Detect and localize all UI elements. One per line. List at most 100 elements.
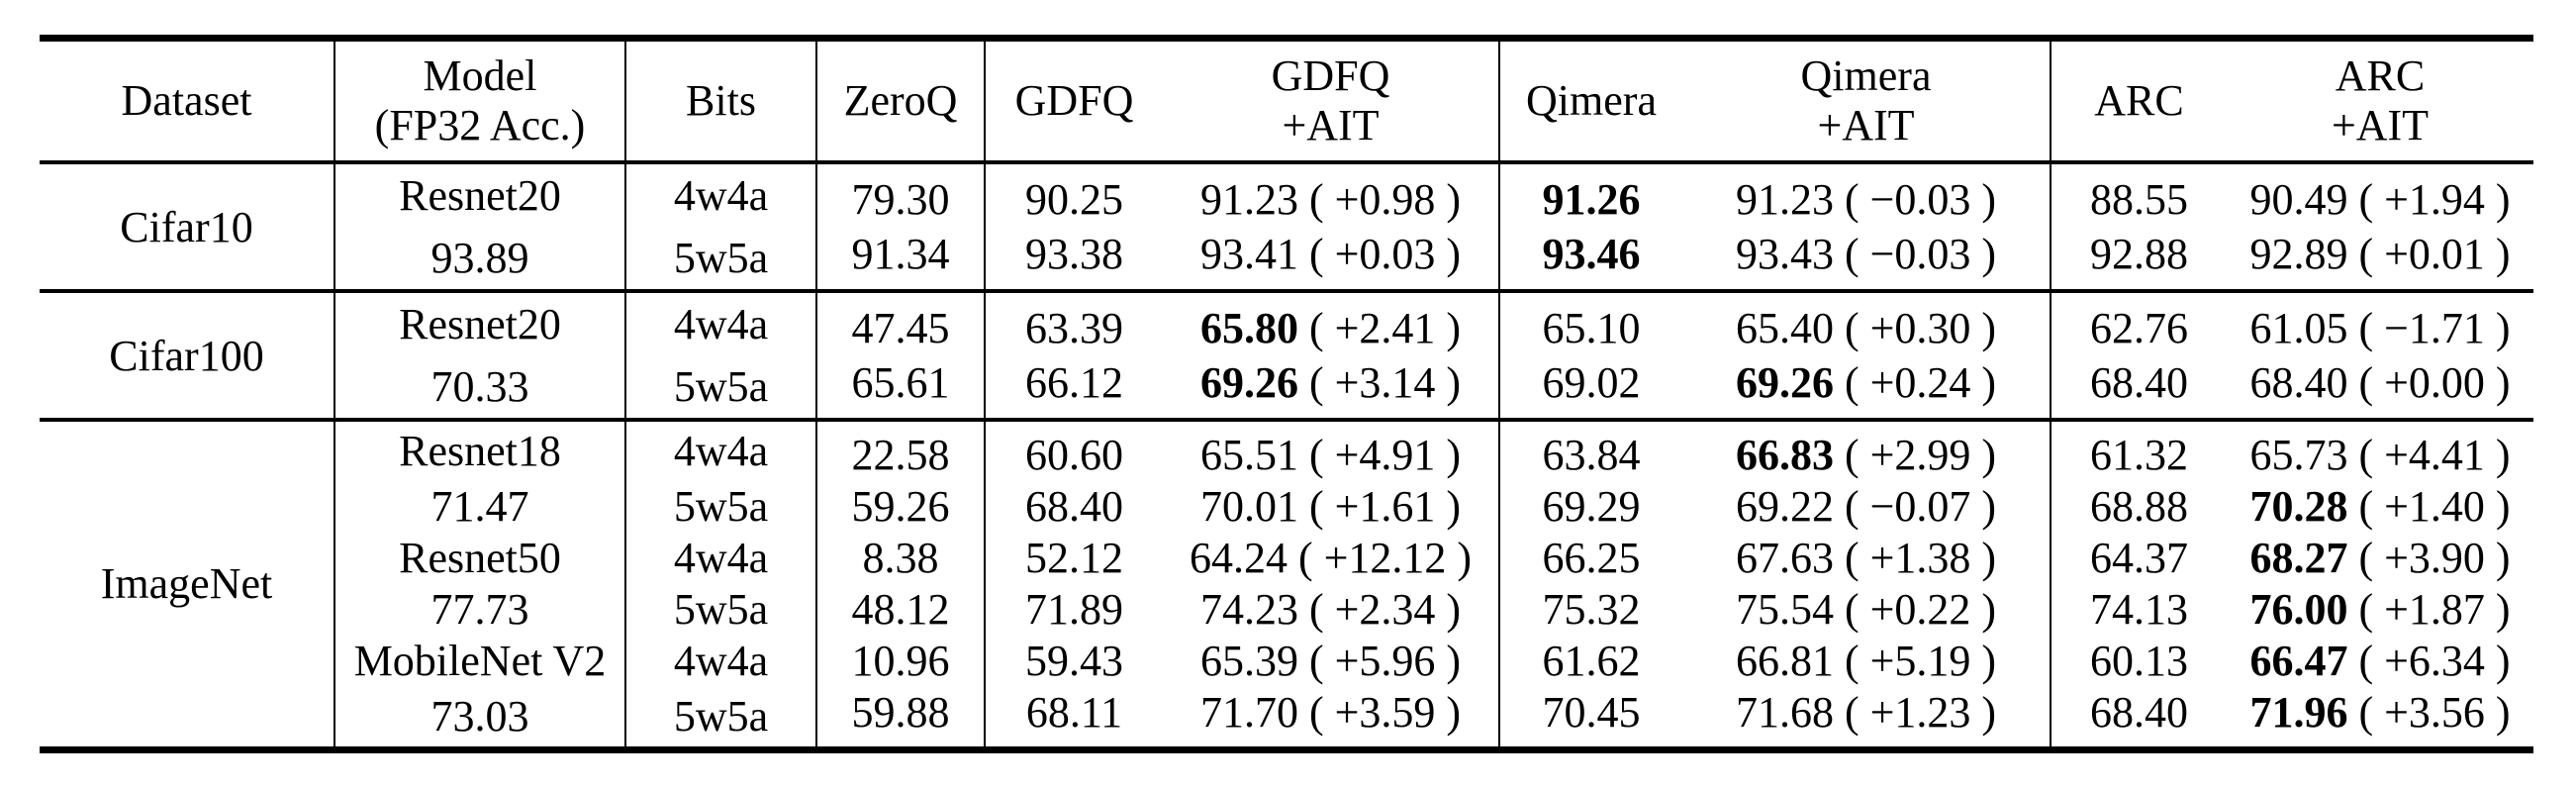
cell-model: Resnet50 (334, 533, 626, 584)
cell-delta: ( −1.71 ) (2347, 304, 2511, 352)
cell-gdfq: 68.40 (985, 481, 1163, 533)
cell-value: 65.39 (1199, 637, 1298, 685)
cell-arc-ait: 66.47 ( +6.34 ) (2227, 636, 2533, 687)
cell-delta: ( +4.41 ) (2347, 431, 2511, 479)
results-table: Dataset Model (FP32 Acc.) Bits ZeroQ GDF… (40, 35, 2533, 753)
cell-qimera-ait: 71.68 ( +1.23 ) (1682, 687, 2051, 750)
table-row: 73.03 5w5a 59.88 68.11 71.70 ( +3.59 ) 70.45 7… (40, 687, 2533, 750)
cell-delta: ( −0.03 ) (1833, 175, 1997, 224)
cell-value: 76.00 (2249, 585, 2348, 634)
header-label: ARC (2335, 51, 2426, 100)
cell-value: 60.13 (2090, 637, 2188, 685)
header-label: Bits (686, 76, 756, 125)
cell-delta: ( +6.34 ) (2347, 637, 2511, 685)
cell-model: 77.73 (334, 584, 626, 636)
cell-value: 69.26 (1199, 358, 1298, 407)
table-row: Cifar100 Resnet20 4w4a 47.45 63.39 65.80 ( +2… (40, 291, 2533, 420)
cell-value: 65.40 (1735, 304, 1834, 352)
cell-arc: 68.40 (2051, 687, 2227, 750)
cell-gdfq: 71.89 (985, 584, 1163, 636)
cell-value: 48.12 (851, 585, 950, 634)
cell-value: 74.13 (2090, 585, 2188, 634)
header-sublabel: +AIT (1817, 101, 1915, 149)
cell-delta: ( +4.91 ) (1297, 431, 1462, 479)
cell-gdfq-ait: 91.23 ( +0.98 ) (1163, 162, 1500, 227)
cell-gdfq: 90.25 (985, 162, 1163, 227)
cell-gdfq: 93.38 (985, 227, 1163, 291)
col-header-qimera: Qimera (1499, 39, 1682, 163)
col-header-arc-ait: ARC +AIT (2227, 39, 2533, 163)
cell-delta: ( +12.12 ) (1287, 534, 1473, 582)
table-row: 70.33 5w5a 65.61 66.12 69.26 ( +3.14 ) 69.02 6… (40, 355, 2533, 420)
header-sublabel: +AIT (2331, 101, 2430, 149)
cell-value: 59.26 (851, 482, 950, 531)
cell-arc: 68.88 (2051, 481, 2227, 533)
cell-value: 64.24 (1189, 534, 1288, 582)
cell-arc-ait: 61.05 ( −1.71 ) (2227, 291, 2533, 355)
cell-model: Resnet18 (334, 420, 626, 481)
cell-qimera: 63.84 (1499, 420, 1682, 481)
results-table-container: Dataset Model (FP32 Acc.) Bits ZeroQ GDF… (40, 35, 2533, 753)
cell-zeroq: 91.34 (816, 227, 986, 291)
cell-delta: ( −0.03 ) (1833, 230, 1997, 278)
cell-value: 68.11 (1025, 688, 1123, 737)
cell-value: 66.12 (1025, 358, 1123, 407)
cell-qimera: 91.26 (1499, 162, 1682, 227)
cell-gdfq: 68.11 (985, 687, 1163, 750)
cell-qimera: 75.32 (1499, 584, 1682, 636)
dataset-label: Cifar10 (40, 162, 335, 291)
cell-delta: ( +2.34 ) (1297, 585, 1462, 634)
cell-bits: 5w5a (625, 227, 817, 291)
header-label: ARC (2094, 76, 2184, 125)
cell-zeroq: 48.12 (816, 584, 986, 636)
cell-value: 65.10 (1542, 304, 1641, 352)
cell-delta: ( +1.61 ) (1297, 482, 1462, 531)
cell-arc: 62.76 (2051, 291, 2227, 355)
cell-value: 68.40 (2090, 358, 2188, 407)
cell-bits: 4w4a (625, 420, 817, 481)
cell-value: 93.41 (1199, 230, 1298, 278)
cell-gdfq: 59.43 (985, 636, 1163, 687)
cell-delta: ( +0.24 ) (1833, 358, 1997, 407)
cell-delta: ( +5.19 ) (1833, 637, 1997, 685)
cell-model: 73.03 (334, 687, 626, 750)
cell-model: 93.89 (334, 227, 626, 291)
header-label: Model (423, 51, 537, 100)
cell-value: 59.43 (1025, 637, 1123, 685)
group-imagenet: ImageNet Resnet18 4w4a 22.58 60.60 65.51 ( +4… (40, 420, 2533, 750)
cell-zeroq: 59.88 (816, 687, 986, 750)
header-label: Qimera (1800, 51, 1932, 100)
cell-value: 65.61 (851, 358, 950, 407)
cell-value: 10.96 (851, 637, 950, 685)
cell-arc-ait: 68.27 ( +3.90 ) (2227, 533, 2533, 584)
cell-value: 69.26 (1735, 358, 1834, 407)
header-sublabel: +AIT (1282, 101, 1380, 149)
table-row: Resnet50 4w4a 8.38 52.12 64.24 ( +12.12 ) 66.… (40, 533, 2533, 584)
cell-arc: 60.13 (2051, 636, 2227, 687)
cell-value: 8.38 (862, 534, 939, 582)
table-row: 71.47 5w5a 59.26 68.40 70.01 ( +1.61 ) 69.29 6… (40, 481, 2533, 533)
cell-zeroq: 65.61 (816, 355, 986, 420)
cell-value: 93.46 (1542, 230, 1641, 278)
table-row: Cifar10 Resnet20 4w4a 79.30 90.25 91.23 ( +0.… (40, 162, 2533, 291)
header-sublabel: (FP32 Acc.) (374, 101, 586, 149)
header-label: GDFQ (1271, 51, 1390, 100)
cell-value: 65.80 (1199, 304, 1298, 352)
cell-value: 70.45 (1542, 688, 1641, 737)
table-row: 93.89 5w5a 91.34 93.38 93.41 ( +0.03 ) 93.46 9… (40, 227, 2533, 291)
dataset-label: Cifar100 (40, 291, 335, 420)
cell-value: 69.29 (1542, 482, 1641, 531)
cell-delta: ( +0.00 ) (2347, 358, 2511, 407)
cell-value: 66.25 (1542, 534, 1641, 582)
cell-qimera-ait: 65.40 ( +0.30 ) (1682, 291, 2051, 355)
cell-arc: 92.88 (2051, 227, 2227, 291)
cell-delta: ( +3.14 ) (1297, 358, 1462, 407)
cell-gdfq-ait: 70.01 ( +1.61 ) (1163, 481, 1500, 533)
col-header-qimera-ait: Qimera +AIT (1682, 38, 2051, 162)
cell-value: 69.02 (1542, 358, 1641, 407)
cell-arc: 68.40 (2051, 355, 2227, 420)
cell-delta: ( +1.87 ) (2347, 585, 2511, 634)
table-row: ImageNet Resnet18 4w4a 22.58 60.60 65.51 ( +4… (40, 420, 2533, 750)
cell-delta: ( +0.03 ) (1297, 230, 1462, 278)
dataset-label: ImageNet (40, 420, 335, 750)
